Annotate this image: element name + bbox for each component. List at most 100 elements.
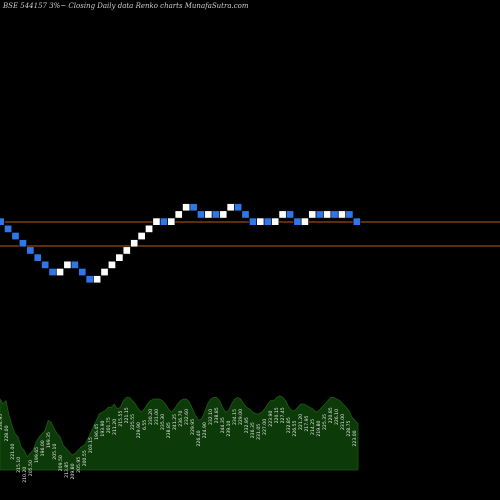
volume-label: 223.00 (352, 430, 358, 446)
renko-brick-down (0, 217, 5, 226)
volume-label: 220.15 (274, 407, 280, 423)
volume-label: 228.75 (346, 420, 352, 436)
renko-brick-up (167, 217, 176, 226)
renko-brick-down (345, 210, 354, 219)
volume-label: 209.80 (70, 463, 76, 479)
volume-label: 219.80 (316, 420, 322, 436)
renko-brick-down (241, 210, 250, 219)
renko-brick-down (286, 210, 294, 219)
volume-label: 199.65 (34, 447, 40, 463)
volume-label: 215.10 (16, 457, 22, 473)
chart-title: BSE 544157 3%~ Closing Daily data Renko … (3, 2, 249, 10)
renko-brick-up (182, 203, 191, 212)
renko-brick-down (330, 210, 339, 219)
renko-brick-down (189, 203, 198, 212)
volume-label: 201.75 (106, 417, 112, 433)
volume-label: 235.30 (160, 414, 166, 430)
renko-brick-up (226, 203, 235, 212)
volume-label: 231.00 (154, 409, 160, 425)
renko-brick-down (70, 260, 79, 269)
volume-label: 238.85 (214, 407, 220, 423)
renko-brick-up (130, 239, 139, 248)
volume-label: 232.10 (208, 409, 214, 425)
renko-brick-down (48, 268, 57, 276)
volume-label: 225.35 (322, 414, 328, 430)
renko-brick-up (308, 210, 317, 219)
volume-area-path (0, 395, 359, 471)
volume-label: 232.60 (184, 409, 190, 425)
renko-brick-down (352, 217, 361, 226)
volume-label: 236.35 (250, 422, 256, 438)
renko-brick-up (63, 260, 72, 269)
volume-label: 200.55 (82, 450, 88, 466)
volume-label: 229.00 (238, 409, 244, 425)
volume-label: 223.90 (268, 411, 274, 427)
volume-label: 196.00 (40, 440, 46, 456)
volume-label: 228.00 (4, 425, 10, 441)
renko-brick-up (174, 210, 183, 219)
renko-brick-down (33, 253, 42, 262)
renko-brick-down (234, 203, 243, 212)
volume-label: 6.55 (142, 420, 148, 430)
renko-brick-down (78, 268, 87, 276)
volume-label: 215.55 (118, 411, 124, 427)
volume-label: 199.35 (46, 432, 52, 448)
volume-label: 210.20 (22, 467, 28, 483)
volume-label: 234.95 (0, 414, 4, 430)
renko-brick-up (338, 210, 346, 219)
volume-label: 209.50 (58, 455, 64, 471)
volume-label: 229.95 (190, 419, 196, 435)
renko-brick-down (41, 260, 50, 269)
renko-brick-up (56, 268, 64, 276)
renko-brick-down (293, 217, 302, 226)
renko-brick-down (18, 239, 27, 248)
volume-label: 225.55 (130, 414, 136, 430)
volume-label: 196.45 (94, 424, 100, 440)
volume-label: 241.25 (172, 414, 178, 430)
volume-label: 236.70 (178, 411, 184, 427)
volume-label: 211.20 (112, 419, 118, 435)
renko-brick-up (122, 246, 131, 255)
volume-label: 213.85 (64, 462, 70, 478)
renko-brick-up (278, 210, 287, 219)
volume-label: 226.55 (292, 420, 298, 436)
volume-label: 193.90 (100, 420, 106, 436)
volume-label: 232.95 (244, 417, 250, 433)
volume-label: 203.15 (88, 437, 94, 453)
volume-label: 205.10 (52, 444, 58, 460)
volume-label: 224.90 (202, 422, 208, 438)
volume-label: 244.35 (220, 417, 226, 433)
volume-label: 231.05 (256, 424, 262, 440)
volume-label: 229.90 (136, 422, 142, 438)
renko-brick-down (11, 232, 20, 240)
renko-brick-down (248, 217, 257, 226)
volume-label: 220.85 (328, 407, 334, 423)
renko-brick-down (159, 217, 168, 226)
volume-label: 234.15 (232, 409, 238, 425)
volume-label: 232.85 (286, 417, 292, 433)
volume-label: 238.85 (166, 422, 172, 438)
renko-brick-down (85, 275, 94, 284)
renko-brick-up (300, 217, 309, 226)
volume-label: 217.95 (304, 415, 310, 431)
renko-brick-up (137, 232, 146, 240)
volume-label: 227.45 (280, 407, 286, 423)
renko-brick-up (145, 224, 153, 233)
volume-label: 221.20 (298, 414, 304, 430)
volume-label: 239.10 (226, 420, 232, 436)
renko-brick-up (115, 253, 124, 262)
volume-label: 221.15 (124, 407, 130, 423)
renko-brick-down (4, 224, 13, 233)
renko-brick-down (26, 246, 35, 255)
volume-label: 226.40 (196, 430, 202, 446)
renko-brick-down (211, 210, 220, 219)
renko-bricks (0, 203, 361, 284)
volume-label: 226.10 (334, 409, 340, 425)
reference-lines (0, 221, 500, 247)
volume-label: 230.20 (148, 409, 154, 425)
renko-brick-up (256, 217, 265, 226)
volume-label: 221.00 (10, 444, 16, 460)
